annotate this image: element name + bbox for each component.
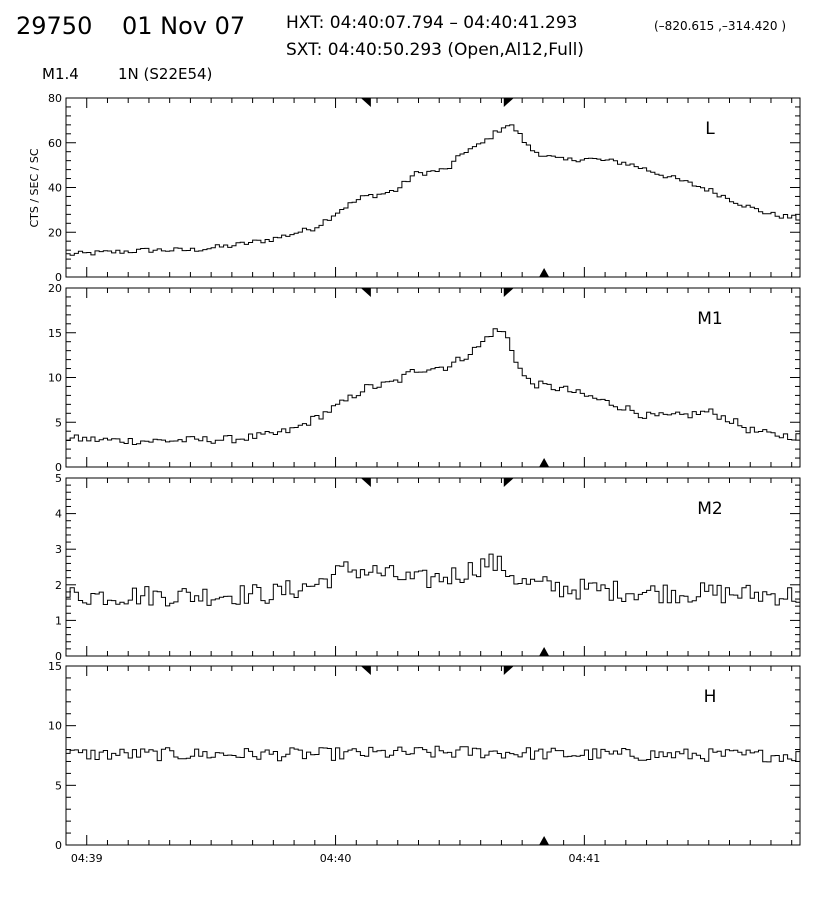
sxt-time-label: SXT: 04:40:50.293 (Open,Al12,Full) <box>286 40 584 60</box>
sxt-time-marker <box>539 836 550 845</box>
y-tick-label: 40 <box>48 182 62 195</box>
hxt-start-marker <box>360 288 371 297</box>
goes-class-label: M1.4 <box>42 65 79 83</box>
y-tick-label: 0 <box>55 650 62 663</box>
x-tick-label: 04:41 <box>569 852 601 865</box>
pointing-coordinates: (–820.615 ,–314.420 ) <box>654 19 787 33</box>
y-tick-label: 10 <box>48 372 62 385</box>
y-tick-label: 4 <box>55 508 62 521</box>
panel-l: 0 20 40 60 80 L <box>48 92 801 284</box>
y-tick-label: 5 <box>55 779 62 792</box>
hxt-end-marker <box>503 98 514 107</box>
y-tick-label: 0 <box>55 461 62 474</box>
y-tick-label: 0 <box>55 839 62 852</box>
panel-frame <box>65 287 801 468</box>
y-tick-label: 1 <box>55 614 62 627</box>
sxt-time-marker <box>539 458 550 467</box>
observation-date: 01 Nov 07 <box>122 12 246 40</box>
y-tick-label: 0 <box>55 271 62 284</box>
flare-number: 29750 <box>16 12 93 40</box>
hxt-interval-label: HXT: 04:40:07.794 – 04:40:41.293 <box>286 13 578 33</box>
y-tick-label: 20 <box>48 282 62 295</box>
x-tick-label: 04:40 <box>320 852 352 865</box>
series-line-h <box>66 745 800 763</box>
y-tick-label: 60 <box>48 137 62 150</box>
panel-label: L <box>705 119 715 139</box>
hxt-start-marker <box>360 98 371 107</box>
y-tick-label: 20 <box>48 226 62 239</box>
series-line-m1 <box>66 328 800 445</box>
panel-frame <box>65 477 801 657</box>
y-tick-label: 10 <box>48 720 62 733</box>
panel-frame <box>65 665 801 846</box>
hxt-end-marker <box>503 478 514 487</box>
hxt-end-marker <box>503 288 514 297</box>
y-tick-label: 5 <box>55 416 62 429</box>
hxt-start-marker <box>360 666 371 675</box>
hxt-end-marker <box>503 666 514 675</box>
panel-frame <box>65 97 801 278</box>
sxt-time-marker <box>539 268 550 277</box>
panel-label: H <box>704 687 717 707</box>
panel-h: 0 5 10 15 H <box>48 660 801 852</box>
series-line-l <box>66 124 800 256</box>
panel-m1: 0 5 10 15 20 M1 <box>48 282 801 474</box>
y-tick-label: 15 <box>48 660 62 673</box>
hxt-start-marker <box>360 478 371 487</box>
y-tick-label: 5 <box>55 472 62 485</box>
series-line-m2 <box>66 553 800 607</box>
panel-label: M1 <box>697 309 722 329</box>
sxt-time-marker <box>539 647 550 656</box>
y-axis-label: CTS / SEC / SC <box>28 148 41 227</box>
y-tick-label: 80 <box>48 92 62 105</box>
panel-m2: 0 1 2 3 4 5 M2 <box>55 472 801 663</box>
flare-location-label: 1N (S22E54) <box>118 65 213 83</box>
y-tick-label: 2 <box>55 579 62 592</box>
y-tick-label: 15 <box>48 327 62 340</box>
x-tick-label: 04:39 <box>71 852 103 865</box>
panel-label: M2 <box>697 499 722 519</box>
y-tick-label: 3 <box>55 543 62 556</box>
